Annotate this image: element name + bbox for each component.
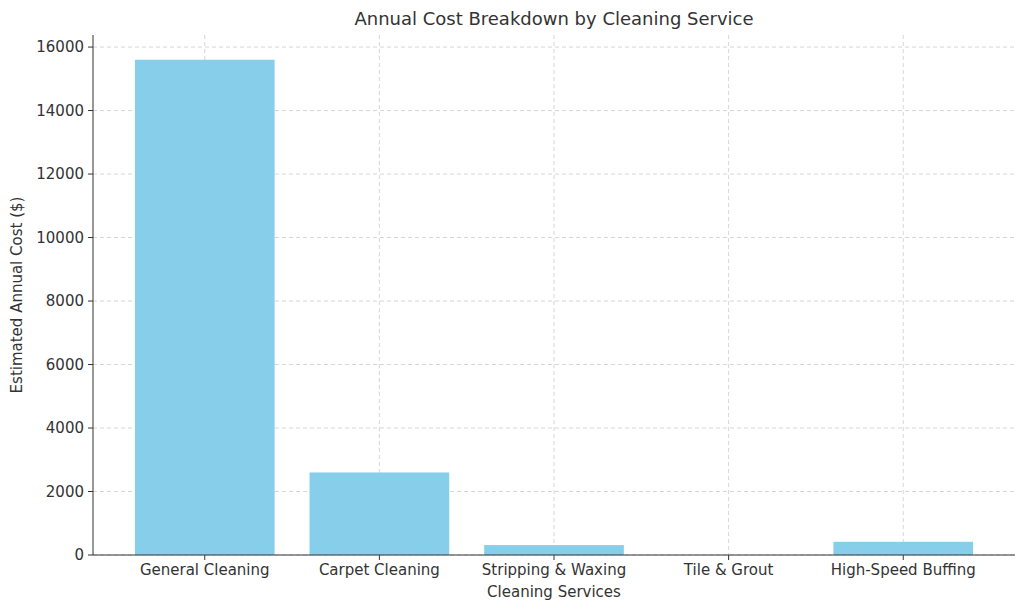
x-tick-label: General Cleaning [140, 561, 270, 579]
y-tick [88, 237, 93, 238]
y-grid-line [93, 47, 1015, 48]
y-tick-label: 0 [74, 546, 84, 564]
y-tick-label: 12000 [36, 165, 84, 183]
y-tick-label: 14000 [36, 102, 84, 120]
y-tick-label: 2000 [46, 483, 84, 501]
bars [135, 60, 973, 555]
y-tick [88, 110, 93, 111]
chart-title: Annual Cost Breakdown by Cleaning Servic… [354, 8, 753, 29]
y-tick [88, 301, 93, 302]
bar [310, 472, 450, 555]
x-tick-label: Tile & Grout [683, 561, 774, 579]
y-tick-label: 10000 [36, 229, 84, 247]
bar [484, 545, 624, 555]
bar [135, 60, 275, 555]
x-tick-label: Stripping & Waxing [482, 561, 626, 579]
x-axis-label: Cleaning Services [487, 583, 621, 601]
x-tick [379, 555, 380, 560]
x-tick [204, 555, 205, 560]
y-tick [88, 491, 93, 492]
y-tick [88, 428, 93, 429]
chart-container: 0 2000 4000 6000 8000 10000 12000 14000 16000 Gen… [0, 0, 1024, 611]
y-tick [88, 364, 93, 365]
x-tick [554, 555, 555, 560]
x-tick [728, 555, 729, 560]
y-tick-label: 4000 [46, 419, 84, 437]
y-tick-label: 16000 [36, 38, 84, 56]
y-tick-label: 6000 [46, 356, 84, 374]
grid [93, 35, 1015, 555]
y-axis-label: Estimated Annual Cost ($) [8, 197, 26, 394]
bar [833, 542, 973, 555]
x-grid-line [554, 35, 555, 555]
y-axis-line [93, 35, 94, 555]
x-tick-label: Carpet Cleaning [319, 561, 440, 579]
x-tick-label: High-Speed Buffing [831, 561, 976, 579]
y-tick-label: 8000 [46, 292, 84, 310]
y-tick [88, 47, 93, 48]
y-tick [88, 174, 93, 175]
axes: 0 2000 4000 6000 8000 10000 12000 14000 16000 Gen… [36, 35, 1015, 579]
x-tick [903, 555, 904, 560]
x-grid-line [903, 35, 904, 555]
x-grid-line [728, 35, 729, 555]
y-tick [88, 555, 93, 556]
chart-svg: 0 2000 4000 6000 8000 10000 12000 14000 16000 Gen… [0, 0, 1024, 611]
